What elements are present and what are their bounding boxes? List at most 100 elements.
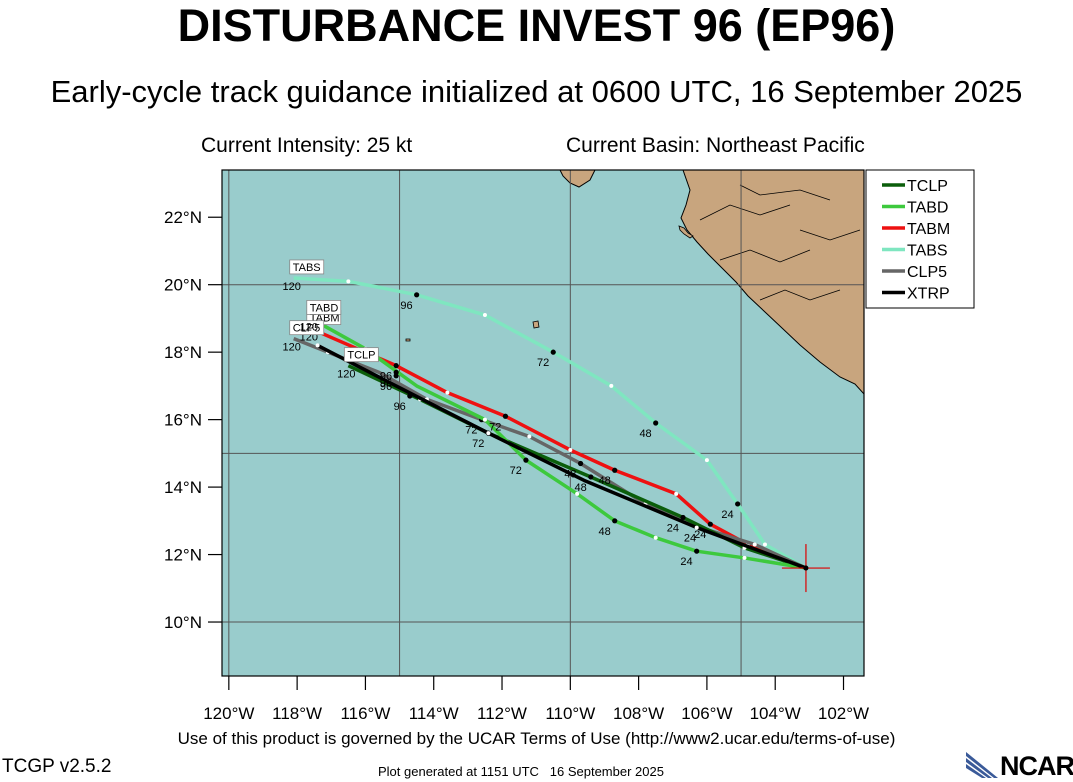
generated-timestamp: Plot generated at 1151 UTC 16 September … (378, 764, 664, 779)
track-point (575, 491, 580, 496)
chart-title: DISTURBANCE INVEST 96 (EP96) (177, 0, 896, 51)
forecast-dot (588, 474, 594, 480)
current-position-marker (781, 544, 830, 593)
forecast-hour-label: 72 (472, 438, 484, 450)
lon-tick-label: 104°W (750, 704, 801, 723)
legend-label-tabm: TABM (907, 221, 950, 238)
forecast-hour-label: 72 (510, 465, 522, 477)
legend-label-tabs: TABS (907, 243, 948, 260)
forecast-hour-label: 120 (300, 321, 318, 333)
forecast-hour-label: 24 (667, 522, 679, 534)
track-point (527, 434, 532, 439)
model-end-label: TABD (310, 302, 339, 314)
track-line-xtrp (316, 343, 807, 570)
lon-tick-label: 106°W (681, 704, 732, 723)
forecast-hour-label: 24 (721, 509, 733, 521)
track-point (742, 555, 747, 560)
terms-of-use[interactable]: Use of this product is governed by the U… (177, 729, 896, 748)
model-end-label: TCLP (347, 350, 375, 362)
track-line-tabm (310, 326, 807, 570)
model-end-box (289, 259, 325, 275)
forecast-dot (680, 514, 686, 521)
grid-lines (222, 170, 864, 676)
model-end-box (289, 320, 325, 336)
map-frame (221, 169, 865, 677)
forecast-dot (653, 420, 659, 426)
lat-tick-label: 10°N (164, 613, 202, 632)
forecast-dot (393, 369, 399, 375)
track-point (752, 542, 757, 547)
forecast-dot (707, 521, 713, 527)
lat-tick-label: 18°N (164, 343, 202, 362)
model-end-label: TABS (293, 262, 321, 274)
forecast-hour-label: 96 (380, 377, 392, 389)
forecast-hour-label: 48 (575, 482, 587, 494)
forecast-dot (414, 292, 420, 298)
version-label: TCGP v2.5.2 (2, 756, 112, 777)
forecast-hour-label: 120 (283, 342, 301, 354)
forecast-hour-labels: 24487296120TABS24487296120TABM2448729612… (283, 259, 734, 568)
legend-label-clp5: CLP5 (907, 264, 947, 281)
state-borders (699, 184, 861, 301)
island-socorro (532, 320, 540, 329)
island-marias (678, 225, 694, 239)
island-clarion (405, 338, 411, 342)
model-end-box (306, 300, 342, 315)
forecast-dot (393, 363, 399, 369)
forecast-hour-label: 72 (465, 425, 477, 437)
lon-tick-label: 118°W (272, 704, 322, 723)
lat-tick-label: 22°N (164, 208, 202, 227)
forecast-dot (735, 501, 741, 507)
track-point (568, 447, 573, 452)
legend-label-xtrp: XTRP (907, 286, 950, 303)
track-point (445, 390, 450, 395)
forecast-hour-label: 120 (337, 369, 355, 381)
lon-tick-label: 108°W (613, 704, 664, 723)
track-point (482, 417, 487, 422)
ncar-logo-icon (966, 752, 998, 778)
legend-label-tclp: TCLP (907, 178, 948, 195)
track-point (315, 343, 320, 348)
track-point (704, 458, 709, 463)
lon-tick-label: 112°W (477, 704, 527, 723)
track-point (346, 279, 351, 284)
position-dot (803, 565, 809, 571)
forecast-dot (550, 349, 556, 355)
chart-subtitle: Early-cycle track guidance initialized a… (50, 74, 1023, 109)
track-point (762, 542, 767, 547)
forecast-dot (612, 518, 618, 524)
track-point (486, 431, 491, 436)
forecast-dot (523, 457, 529, 463)
lat-tick-label: 14°N (164, 478, 202, 497)
track-point (694, 525, 699, 530)
forecast-hour-label: 72 (489, 421, 501, 433)
forecast-hour-label: 96 (380, 371, 392, 383)
legend-box (865, 169, 975, 309)
forecast-hour-label: 48 (598, 475, 610, 487)
track-point (653, 535, 658, 540)
forecast-hour-label: 24 (694, 529, 706, 541)
lat-tick-label: 12°N (164, 546, 202, 565)
current-intensity-label: Current Intensity: 25 kt (201, 134, 413, 157)
forecast-dot (502, 413, 509, 419)
current-basin-label: Current Basin: Northeast Pacific (566, 134, 865, 157)
model-end-box (343, 347, 379, 363)
legend-label-tabd: TABD (907, 200, 948, 217)
lon-tick-label: 110°W (545, 704, 595, 723)
forecast-dot (694, 548, 700, 554)
legend: TCLP TABD TABM TABS CLP5 XTRP (865, 169, 975, 309)
lat-tick-label: 20°N (164, 276, 202, 295)
lon-tick-label: 116°W (340, 704, 390, 723)
ncar-logo-text: NCAR (1000, 751, 1073, 781)
forecast-hour-label: 96 (380, 381, 392, 393)
track-point (482, 313, 487, 318)
forecast-hour-label: 120 (283, 281, 301, 293)
forecast-hour-label: 48 (598, 526, 610, 538)
axis-ticks: 10°N 12°N 14°N 16°N 18°N 20°N 22°N 120°W 118°W 11… (164, 208, 869, 723)
forecast-dot (577, 460, 584, 467)
forecast-hour-label: 48 (564, 468, 576, 480)
track-point (674, 491, 679, 496)
forecast-hour-label: 96 (400, 300, 412, 312)
forecast-hour-label: 72 (537, 357, 549, 369)
